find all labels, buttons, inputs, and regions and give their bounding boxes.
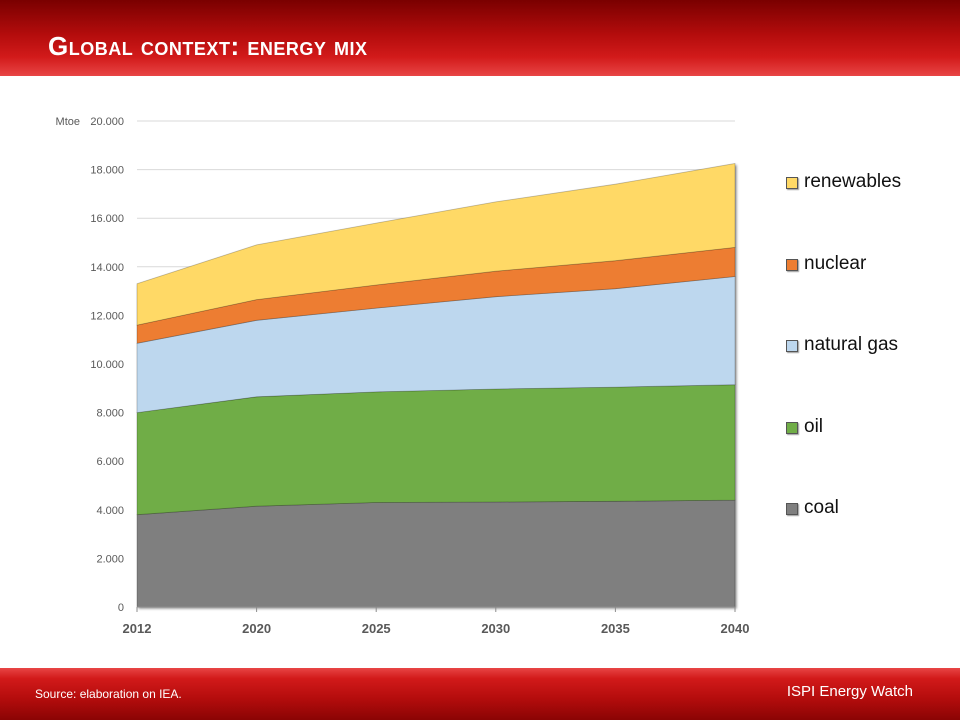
y-tick-label: 2.000 bbox=[96, 553, 124, 565]
y-tick-label: 20.000 bbox=[90, 116, 124, 128]
y-tick-label: 10.000 bbox=[90, 359, 124, 371]
stacked-area-chart: 0 2.000 4.000 6.000 8.000 10.000 12.000 14.000 1… bbox=[56, 116, 750, 636]
x-tick-label: 2030 bbox=[481, 621, 510, 636]
y-tick-label: 16.000 bbox=[90, 213, 124, 225]
area-series-coal bbox=[136, 499, 736, 608]
legend-label: coal bbox=[804, 497, 839, 518]
y-tick-label: 8.000 bbox=[96, 408, 124, 420]
x-tick-label: 2012 bbox=[123, 621, 152, 636]
legend-label: renewables bbox=[804, 171, 902, 192]
brand-label: ISPI Energy Watch bbox=[786, 683, 913, 700]
source-note: Source: elaboration on IEA. bbox=[35, 687, 182, 701]
legend-swatch bbox=[786, 258, 798, 271]
legend-label: natural gas bbox=[804, 334, 899, 355]
x-tick-label: 2040 bbox=[721, 621, 750, 636]
legend-swatch bbox=[786, 421, 798, 434]
y-tick-label: 0 bbox=[118, 602, 124, 614]
y-tick-label: 4.000 bbox=[96, 505, 124, 517]
legend-label: nuclear bbox=[804, 252, 867, 274]
y-tick-label: 14.000 bbox=[90, 262, 124, 274]
area-series-oil bbox=[136, 384, 736, 516]
x-tick-label: 2020 bbox=[242, 621, 271, 636]
legend-swatch bbox=[786, 177, 798, 189]
y-tick-label: 18.000 bbox=[90, 165, 124, 177]
x-tick-label: 2035 bbox=[601, 621, 630, 636]
footer-bar: Source: elaboration on IEA. ISPI Energy … bbox=[0, 668, 960, 720]
y-unit-label: Mtoe bbox=[56, 116, 80, 128]
area-series-renewables bbox=[136, 163, 736, 326]
legend-swatch bbox=[786, 503, 798, 515]
legend-swatch bbox=[786, 340, 798, 352]
x-tick-label: 2025 bbox=[362, 621, 391, 636]
legend-label: oil bbox=[804, 415, 824, 437]
slide-title: Global context: energy mix bbox=[48, 31, 368, 61]
title-bar: Global context: energy mix bbox=[0, 0, 960, 76]
y-tick-label: 6.000 bbox=[96, 456, 124, 468]
y-tick-label: 12.000 bbox=[90, 310, 124, 322]
